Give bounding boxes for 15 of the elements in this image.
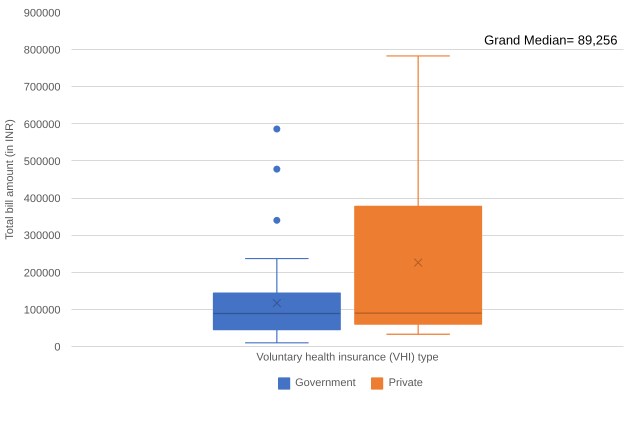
y-tick-label: 900000 — [24, 8, 61, 20]
y-tick-label: 400000 — [24, 193, 61, 206]
y-tick-label: 700000 — [24, 82, 61, 94]
legend-label: Government — [295, 377, 356, 389]
y-tick-label: 0 — [54, 342, 61, 354]
y-tick-label: 600000 — [24, 118, 61, 131]
y-tick-label: 200000 — [24, 267, 61, 280]
x-axis-title: Voluntary health insurance (VHI) type — [256, 352, 439, 364]
y-tick-label: 500000 — [24, 156, 61, 168]
y-tick-label: 100000 — [24, 304, 61, 316]
y-tick-label: 300000 — [24, 230, 61, 242]
y-axis-title: Total bill amount (in INR) — [4, 119, 16, 240]
annotation: Grand Median= 89,256 — [484, 32, 618, 48]
legend-label: Private — [388, 377, 423, 389]
y-tick-label: 800000 — [24, 44, 61, 57]
